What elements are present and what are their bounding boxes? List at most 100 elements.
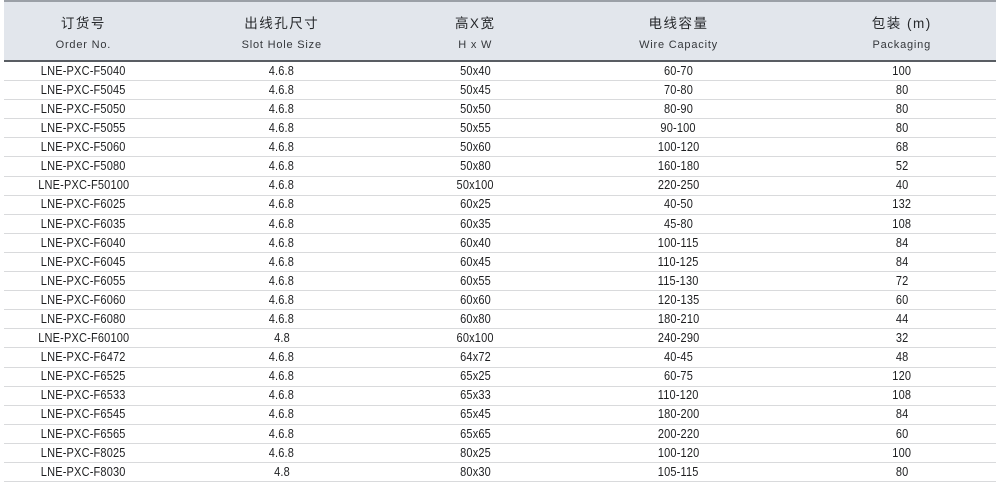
cell-value: 90-100: [660, 121, 697, 136]
cell-order-no: LNE-PXC-F5060: [4, 141, 163, 154]
cell-wire-capacity: 180-200: [550, 408, 808, 421]
column-header-zh: 出线孔尺寸: [244, 15, 320, 31]
cell-wire-capacity: 200-220: [550, 428, 808, 441]
table-row: LNE-PXC-F6525 4.6.8 65x25 60-75 120: [4, 367, 996, 387]
cell-slot-hole-size: 4.6.8: [163, 122, 401, 135]
cell-value: 120: [892, 369, 912, 384]
cell-slot-hole-size: 4.6.8: [163, 389, 401, 402]
table-body: LNE-PXC-F5040 4.6.8 50x40 60-70 100 LNE-PXC-F…: [4, 62, 996, 482]
cell-packaging: 80: [808, 122, 996, 135]
cell-value: 84: [895, 254, 909, 269]
cell-value: 50x55: [459, 121, 491, 136]
cell-value: 80x30: [459, 464, 491, 479]
cell-h-x-w: 60x80: [401, 313, 550, 326]
cell-packaging: 68: [808, 141, 996, 154]
cell-order-no: LNE-PXC-F5050: [4, 103, 163, 116]
cell-wire-capacity: 80-90: [550, 103, 808, 116]
cell-value: 4.6.8: [269, 426, 295, 441]
cell-value: LNE-PXC-F6025: [40, 197, 126, 212]
cell-wire-capacity: 60-75: [550, 370, 808, 383]
cell-value: 180-200: [657, 407, 700, 422]
cell-value: 60: [895, 292, 909, 307]
cell-order-no: LNE-PXC-F5080: [4, 160, 163, 173]
cell-slot-hole-size: 4.6.8: [163, 428, 401, 441]
cell-value: 100-115: [658, 235, 699, 250]
cell-value: 4.6.8: [269, 350, 295, 365]
cell-h-x-w: 80x30: [401, 466, 550, 479]
cell-value: 70-80: [664, 82, 694, 97]
cell-order-no: LNE-PXC-F6525: [4, 370, 163, 383]
cell-packaging: 108: [808, 218, 996, 231]
cell-order-no: LNE-PXC-F8025: [4, 447, 163, 460]
cell-value: 4.6.8: [269, 273, 295, 288]
cell-value: 4.6.8: [269, 140, 295, 155]
cell-value: 4.6.8: [269, 197, 295, 212]
cell-h-x-w: 50x40: [401, 65, 550, 78]
cell-value: 60x25: [459, 197, 491, 212]
cell-value: 50x60: [459, 140, 491, 155]
cell-value: 100-120: [657, 445, 700, 460]
cell-value: LNE-PXC-F60100: [37, 331, 129, 346]
cell-packaging: 108: [808, 389, 996, 402]
cell-value: 120-135: [657, 292, 700, 307]
cell-value: LNE-PXC-F6035: [40, 216, 126, 231]
cell-wire-capacity: 160-180: [550, 160, 808, 173]
cell-value: 4.6.8: [269, 312, 295, 327]
cell-value: 4.6.8: [269, 178, 295, 193]
cell-order-no: LNE-PXC-F5040: [4, 65, 163, 78]
cell-value: 44: [895, 312, 909, 327]
cell-wire-capacity: 90-100: [550, 122, 808, 135]
cell-value: 4.6.8: [269, 388, 295, 403]
cell-value: LNE-PXC-F5050: [40, 101, 126, 116]
cell-h-x-w: 65x25: [401, 370, 550, 383]
cell-value: 4.6.8: [269, 445, 295, 460]
cell-value: 100-120: [657, 140, 700, 155]
cell-value: 110-125: [658, 254, 699, 269]
cell-value: 65x65: [459, 426, 491, 441]
cell-slot-hole-size: 4.6.8: [163, 179, 401, 192]
cell-value: 80: [895, 464, 909, 479]
cell-wire-capacity: 120-135: [550, 294, 808, 307]
cell-value: 60x60: [459, 292, 491, 307]
table-row: LNE-PXC-F5055 4.6.8 50x55 90-100 80: [4, 119, 996, 139]
cell-value: 4.6.8: [269, 82, 295, 97]
cell-packaging: 60: [808, 294, 996, 307]
column-header-zh: 订货号: [60, 15, 106, 31]
table-row: LNE-PXC-F60100 4.8 60x100 240-290 32: [4, 329, 996, 349]
cell-slot-hole-size: 4.6.8: [163, 275, 401, 288]
table-row: LNE-PXC-F6025 4.6.8 60x25 40-50 132: [4, 195, 996, 215]
cell-value: 40-45: [664, 350, 694, 365]
cell-value: 180-210: [657, 312, 700, 327]
cell-h-x-w: 60x100: [401, 332, 550, 345]
cell-h-x-w: 50x50: [401, 103, 550, 116]
cell-value: LNE-PXC-F5040: [40, 63, 126, 78]
cell-slot-hole-size: 4.6.8: [163, 370, 401, 383]
cell-h-x-w: 50x45: [401, 84, 550, 97]
table-row: LNE-PXC-F5080 4.6.8 50x80 160-180 52: [4, 157, 996, 177]
table-row: LNE-PXC-F6080 4.6.8 60x80 180-210 44: [4, 310, 996, 330]
cell-slot-hole-size: 4.6.8: [163, 84, 401, 97]
cell-order-no: LNE-PXC-F60100: [4, 332, 163, 345]
cell-packaging: 40: [808, 179, 996, 192]
cell-value: 80-90: [664, 101, 694, 116]
cell-value: 4.6.8: [269, 159, 295, 174]
column-header-order-no: 订货号 Order No.: [4, 12, 163, 51]
cell-value: LNE-PXC-F6565: [40, 426, 126, 441]
cell-wire-capacity: 100-120: [550, 141, 808, 154]
table-header-row: 订货号 Order No. 出线孔尺寸 Slot Hole Size 高X宽 H x W 电…: [4, 0, 996, 62]
cell-packaging: 32: [808, 332, 996, 345]
cell-value: 4.6.8: [269, 216, 295, 231]
cell-value: LNE-PXC-F6545: [40, 407, 126, 422]
cell-order-no: LNE-PXC-F6080: [4, 313, 163, 326]
cell-value: 80: [895, 101, 909, 116]
cell-packaging: 80: [808, 84, 996, 97]
cell-h-x-w: 60x25: [401, 198, 550, 211]
cell-wire-capacity: 220-250: [550, 179, 808, 192]
cell-slot-hole-size: 4.6.8: [163, 198, 401, 211]
cell-slot-hole-size: 4.6.8: [163, 351, 401, 364]
cell-order-no: LNE-PXC-F5045: [4, 84, 163, 97]
cell-value: LNE-PXC-F6045: [40, 254, 126, 269]
column-header-en: Slot Hole Size: [241, 38, 322, 51]
cell-value: 132: [892, 197, 912, 212]
cell-slot-hole-size: 4.6.8: [163, 294, 401, 307]
